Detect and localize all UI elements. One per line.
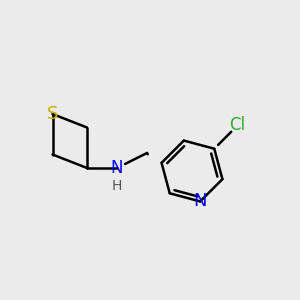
Text: S: S	[47, 105, 58, 123]
Text: H: H	[112, 179, 122, 193]
Text: N: N	[111, 159, 123, 177]
Text: Cl: Cl	[230, 116, 246, 134]
Text: N: N	[194, 192, 207, 210]
